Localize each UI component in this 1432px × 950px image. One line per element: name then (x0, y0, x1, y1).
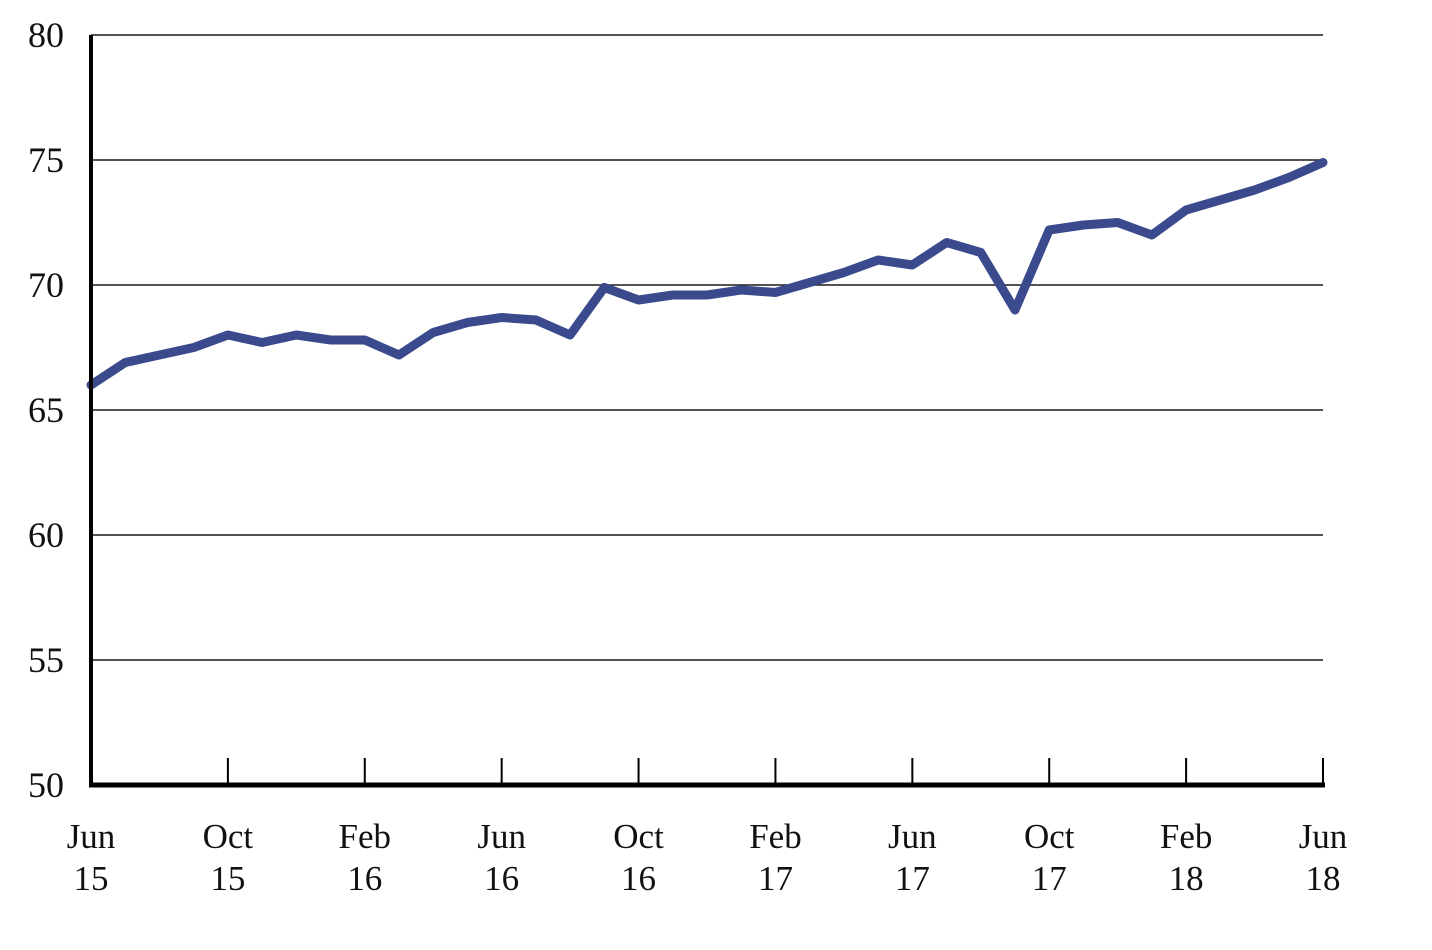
y-axis-label-70: 70 (28, 265, 64, 305)
x-axis-labels: Jun15Oct15Feb16Jun16Oct16Feb17Jun17Oct17… (67, 817, 1348, 898)
x-axis-tick-marks (226, 758, 1324, 784)
x-axis-label-year-oct-15: 15 (210, 859, 245, 898)
y-axis-label-50: 50 (28, 765, 64, 805)
y-axis-label-55: 55 (28, 640, 64, 680)
x-axis-label-year-oct-17: 17 (1032, 859, 1067, 898)
y-axis-label-75: 75 (28, 140, 64, 180)
series-line (86, 158, 1328, 390)
x-axis-label-month-feb-18: Feb (1160, 817, 1213, 856)
y-axis-label-65: 65 (28, 390, 64, 430)
x-axis-label-month-feb-16: Feb (339, 817, 392, 856)
y-axis-label-60: 60 (28, 515, 64, 555)
x-axis-label-month-jun-15: Jun (67, 817, 116, 856)
x-axis-label-year-feb-18: 18 (1169, 859, 1204, 898)
x-axis-label-month-oct-16: Oct (613, 817, 664, 856)
x-axis-label-month-jun-16: Jun (477, 817, 526, 856)
x-axis-label-year-jun-16: 16 (484, 859, 519, 898)
x-axis-label-year-oct-16: 16 (621, 859, 656, 898)
x-axis-label-year-feb-16: 16 (347, 859, 382, 898)
x-axis-label-month-oct-15: Oct (203, 817, 254, 856)
x-axis-label-year-jun-18: 18 (1306, 859, 1341, 898)
gridlines (91, 34, 1323, 661)
y-axis-labels: 50 55 60 65 70 75 80 (28, 15, 64, 805)
x-axis-label-month-jun-17: Jun (888, 817, 937, 856)
x-axis-label-month-jun-18: Jun (1299, 817, 1348, 856)
x-axis-label-month-feb-17: Feb (749, 817, 802, 856)
x-axis-label-month-oct-17: Oct (1024, 817, 1075, 856)
x-axis-label-year-jun-17: 17 (895, 859, 930, 898)
y-axis-label-80: 80 (28, 15, 64, 55)
x-axis-label-year-jun-15: 15 (74, 859, 109, 898)
x-axis-label-year-feb-17: 17 (758, 859, 793, 898)
